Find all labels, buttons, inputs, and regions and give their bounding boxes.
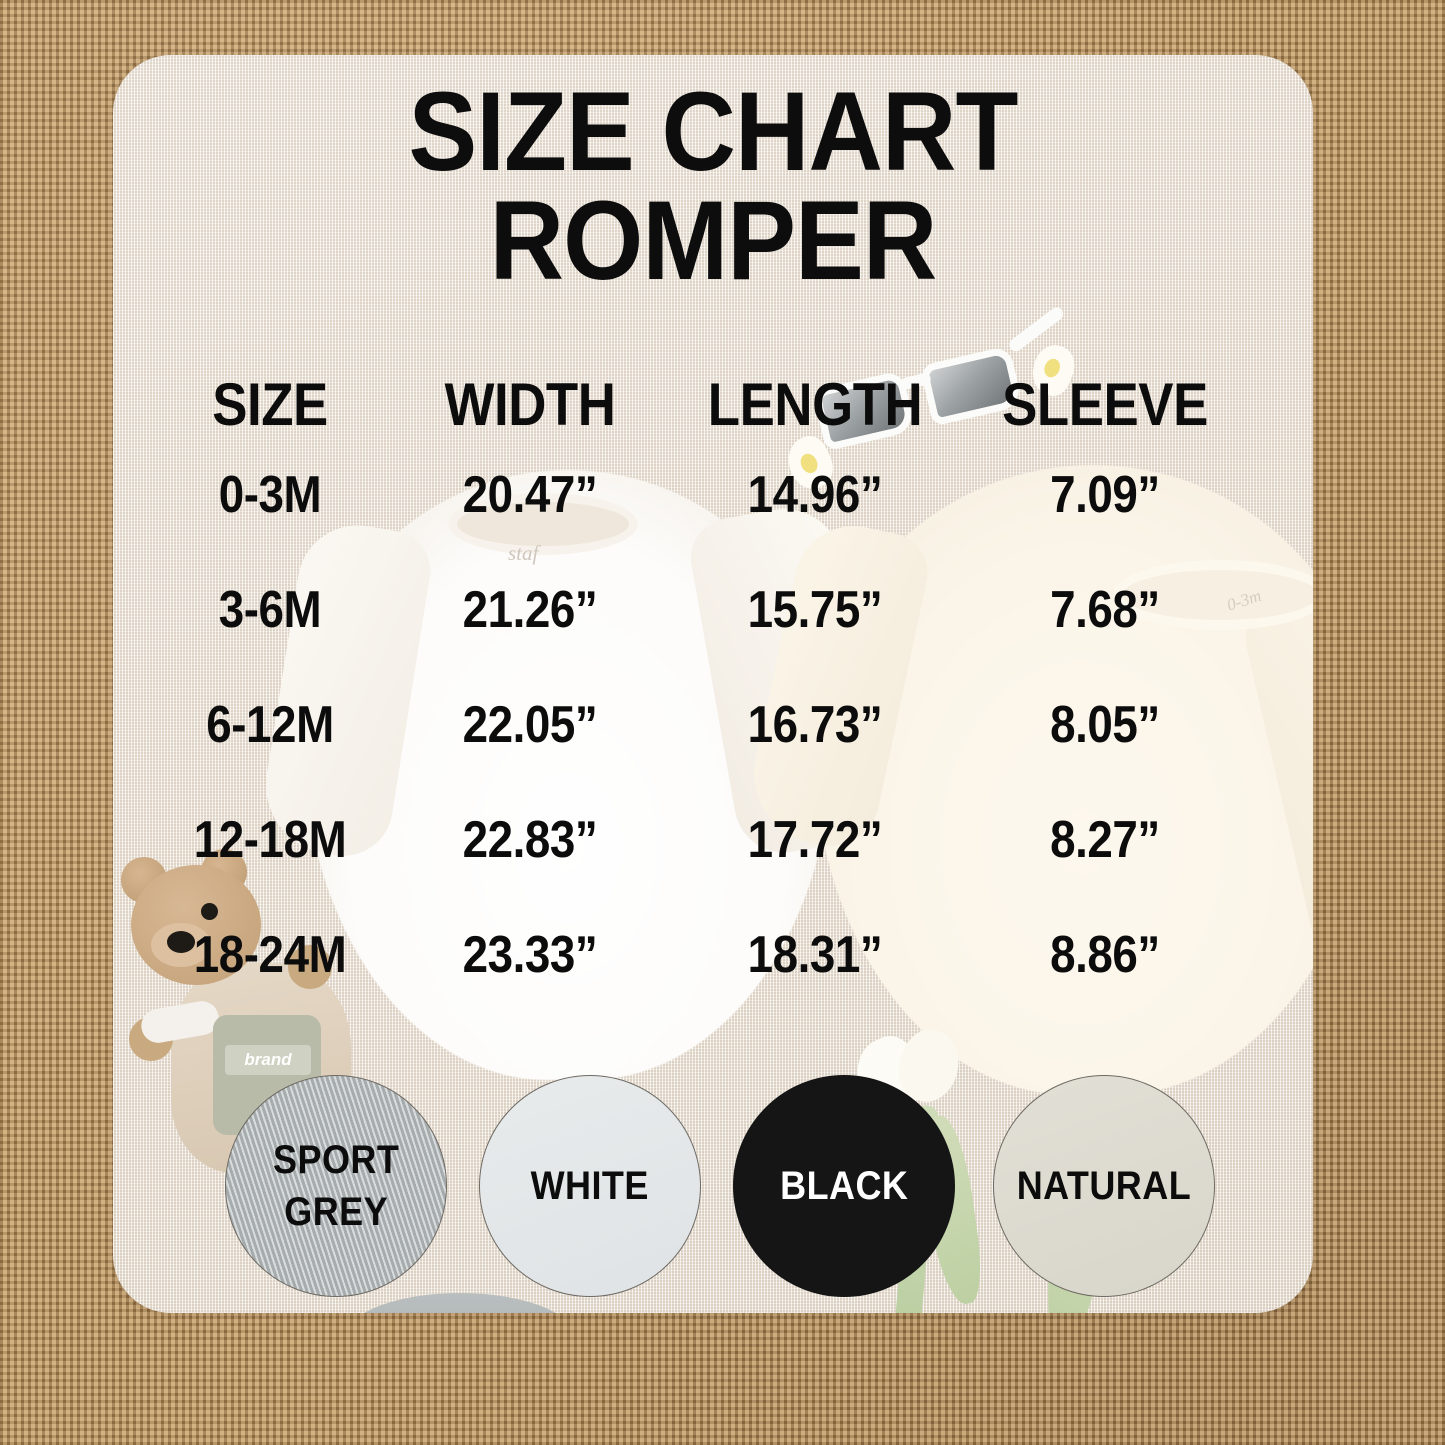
cell-length: 15.75” bbox=[747, 581, 883, 639]
color-swatch-label: SPORT GREY bbox=[272, 1138, 400, 1234]
table-row: 6-12M 22.05” 16.73” 8.05” bbox=[113, 668, 1313, 783]
page-title: SIZE CHART ROMPER bbox=[408, 69, 1018, 303]
table-header-row: SIZE WIDTH LENGTH SLEEVE bbox=[113, 372, 1313, 438]
cell-sleeve: 8.27” bbox=[1050, 811, 1160, 869]
color-swatch-sport-grey[interactable]: SPORT GREY bbox=[225, 1075, 447, 1297]
column-header-sleeve: SLEEVE bbox=[1002, 371, 1208, 438]
color-swatch-row: SPORT GREY WHITE BLACK NATURAL bbox=[113, 1075, 1313, 1297]
cell-width: 21.26” bbox=[462, 581, 598, 639]
cell-size: 0-3M bbox=[218, 466, 322, 524]
color-swatch-label: BLACK bbox=[779, 1164, 909, 1208]
cell-size: 6-12M bbox=[206, 696, 334, 754]
cell-length: 16.73” bbox=[747, 696, 883, 754]
cell-length: 17.72” bbox=[747, 811, 883, 869]
color-swatch-label: NATURAL bbox=[1016, 1164, 1192, 1208]
cell-length: 18.31” bbox=[747, 926, 883, 984]
table-row: 18-24M 23.33” 18.31” 8.86” bbox=[113, 898, 1313, 1013]
cell-size: 12-18M bbox=[193, 811, 347, 869]
table-row: 0-3M 20.47” 14.96” 7.09” bbox=[113, 438, 1313, 553]
column-header-size: SIZE bbox=[212, 371, 328, 438]
table-row: 3-6M 21.26” 15.75” 7.68” bbox=[113, 553, 1313, 668]
color-swatch-natural[interactable]: NATURAL bbox=[993, 1075, 1215, 1297]
cell-width: 23.33” bbox=[462, 926, 598, 984]
color-swatch-white[interactable]: WHITE bbox=[479, 1075, 701, 1297]
cell-sleeve: 8.05” bbox=[1050, 696, 1160, 754]
cell-size: 3-6M bbox=[218, 581, 322, 639]
size-table: SIZE WIDTH LENGTH SLEEVE 0-3M 20.47” 14.… bbox=[113, 372, 1313, 1013]
cell-sleeve: 8.86” bbox=[1050, 926, 1160, 984]
sunglasses-arm bbox=[1006, 304, 1066, 354]
cell-width: 22.05” bbox=[462, 696, 598, 754]
cell-width: 22.83” bbox=[462, 811, 598, 869]
cell-sleeve: 7.68” bbox=[1050, 581, 1160, 639]
color-swatch-black[interactable]: BLACK bbox=[733, 1075, 955, 1297]
cell-length: 14.96” bbox=[747, 466, 883, 524]
cell-sleeve: 7.09” bbox=[1050, 466, 1160, 524]
cell-size: 18-24M bbox=[193, 926, 347, 984]
color-swatch-label: WHITE bbox=[530, 1164, 650, 1208]
table-row: 12-18M 22.83” 17.72” 8.27” bbox=[113, 783, 1313, 898]
column-header-length: LENGTH bbox=[707, 371, 923, 438]
cell-width: 20.47” bbox=[462, 466, 598, 524]
column-header-width: WIDTH bbox=[444, 371, 616, 438]
teddy-brand-label: brand bbox=[225, 1045, 311, 1075]
teddy-left-paw bbox=[129, 1017, 173, 1061]
